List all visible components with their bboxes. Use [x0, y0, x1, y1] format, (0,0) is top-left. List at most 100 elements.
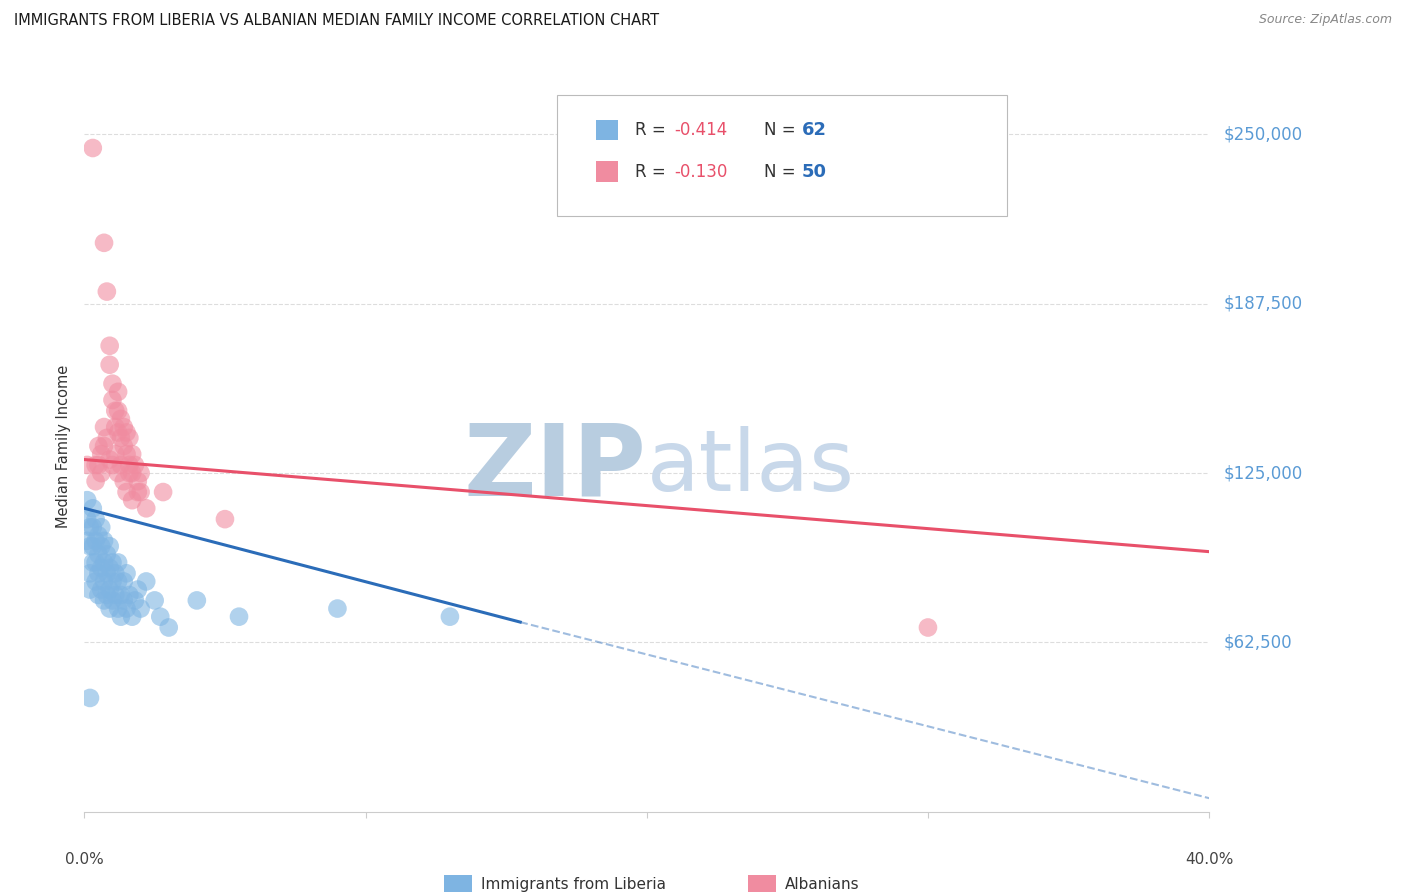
FancyBboxPatch shape — [596, 120, 619, 140]
Point — [143, 593, 166, 607]
Point — [121, 609, 143, 624]
Point — [115, 425, 138, 440]
Point — [104, 404, 127, 418]
Point — [98, 452, 121, 467]
Point — [107, 556, 129, 570]
Text: Albanians: Albanians — [785, 877, 859, 892]
Point — [186, 593, 208, 607]
Point — [101, 556, 124, 570]
Point — [124, 458, 146, 472]
Point — [90, 447, 112, 461]
Text: 0.0%: 0.0% — [65, 852, 104, 867]
Point — [93, 556, 115, 570]
Point — [76, 533, 98, 548]
Text: N =: N = — [765, 121, 801, 139]
Point — [107, 404, 129, 418]
FancyBboxPatch shape — [444, 875, 472, 892]
Point — [76, 458, 98, 472]
Point — [115, 485, 138, 500]
Point — [82, 520, 104, 534]
FancyBboxPatch shape — [596, 161, 619, 182]
Point — [121, 493, 143, 508]
Point — [82, 501, 104, 516]
Point — [76, 493, 98, 508]
Point — [214, 512, 236, 526]
Point — [152, 485, 174, 500]
Point — [82, 141, 104, 155]
Point — [87, 528, 110, 542]
Point — [110, 458, 132, 472]
Point — [124, 593, 146, 607]
Point — [101, 458, 124, 472]
Point — [84, 556, 107, 570]
Point — [90, 466, 112, 480]
Point — [118, 588, 141, 602]
Point — [127, 582, 149, 597]
Text: IMMIGRANTS FROM LIBERIA VS ALBANIAN MEDIAN FAMILY INCOME CORRELATION CHART: IMMIGRANTS FROM LIBERIA VS ALBANIAN MEDI… — [14, 13, 659, 29]
Point — [118, 458, 141, 472]
Point — [104, 447, 127, 461]
Point — [79, 690, 101, 705]
Text: $250,000: $250,000 — [1223, 126, 1302, 144]
Point — [90, 582, 112, 597]
Point — [98, 601, 121, 615]
Text: R =: R = — [636, 162, 671, 181]
Point — [79, 520, 101, 534]
Point — [101, 593, 124, 607]
Point — [84, 512, 107, 526]
FancyBboxPatch shape — [748, 875, 776, 892]
Point — [82, 539, 104, 553]
Text: Immigrants from Liberia: Immigrants from Liberia — [481, 877, 666, 892]
Point — [79, 582, 101, 597]
Point — [84, 474, 107, 488]
Text: ZIP: ZIP — [464, 419, 647, 516]
Point — [96, 588, 118, 602]
Point — [135, 501, 157, 516]
Point — [87, 439, 110, 453]
Text: -0.414: -0.414 — [675, 121, 728, 139]
Point — [98, 339, 121, 353]
Point — [104, 588, 127, 602]
Text: 62: 62 — [801, 121, 827, 139]
Text: -0.130: -0.130 — [675, 162, 728, 181]
Point — [107, 466, 129, 480]
Point — [104, 420, 127, 434]
Point — [115, 601, 138, 615]
Point — [101, 574, 124, 589]
Point — [112, 574, 135, 589]
FancyBboxPatch shape — [557, 95, 1007, 216]
Point — [110, 412, 132, 426]
Point — [84, 533, 107, 548]
Point — [127, 474, 149, 488]
Point — [101, 392, 124, 407]
Text: $125,000: $125,000 — [1223, 464, 1302, 482]
Point — [96, 547, 118, 561]
Point — [127, 485, 149, 500]
Point — [115, 566, 138, 581]
Point — [118, 466, 141, 480]
Point — [96, 431, 118, 445]
Point — [107, 425, 129, 440]
Point — [87, 566, 110, 581]
Point — [110, 588, 132, 602]
Text: atlas: atlas — [647, 426, 855, 509]
Point — [79, 539, 101, 553]
Text: 50: 50 — [801, 162, 827, 181]
Point — [93, 533, 115, 548]
Text: 40.0%: 40.0% — [1185, 852, 1233, 867]
Point — [104, 566, 127, 581]
Point — [112, 593, 135, 607]
Point — [84, 574, 107, 589]
Point — [129, 466, 152, 480]
Point — [98, 561, 121, 575]
Point — [326, 601, 349, 615]
Point — [90, 561, 112, 575]
Point — [149, 609, 172, 624]
Point — [112, 439, 135, 453]
Point — [98, 539, 121, 553]
Point — [101, 376, 124, 391]
Point — [112, 474, 135, 488]
Point — [87, 588, 110, 602]
Point — [90, 539, 112, 553]
Point — [96, 285, 118, 299]
